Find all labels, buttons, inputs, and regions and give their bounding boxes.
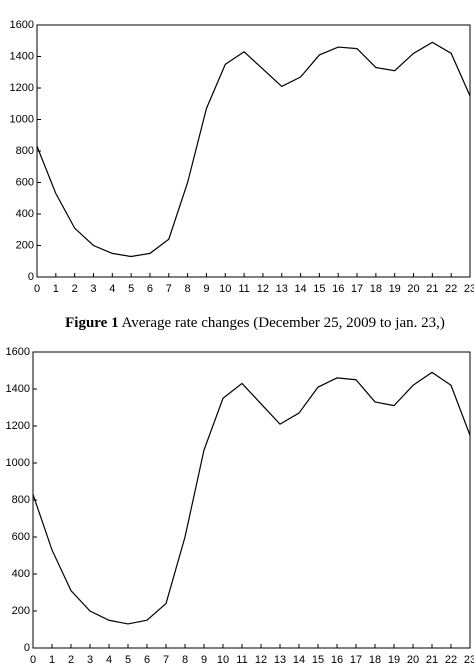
x-tick-label: 19 <box>389 283 401 295</box>
x-tick-label: 6 <box>147 283 153 295</box>
x-tick-label: 0 <box>30 654 36 665</box>
y-tick-label: 1000 <box>10 113 34 125</box>
x-tick-label: 9 <box>201 654 207 665</box>
y-tick-label: 1200 <box>10 82 34 94</box>
y-tick-label: 400 <box>16 208 34 220</box>
x-tick-label: 17 <box>351 283 363 295</box>
y-tick-label: 0 <box>28 271 34 283</box>
x-tick-label: 10 <box>219 283 231 295</box>
x-tick-label: 14 <box>294 283 306 295</box>
y-tick-label: 800 <box>16 145 34 157</box>
x-tick-label: 7 <box>166 283 172 295</box>
x-tick-label: 13 <box>274 654 286 665</box>
caption-text: Average rate changes (December 25, 2009 … <box>121 315 445 331</box>
x-tick-label: 4 <box>106 654 112 665</box>
plot-frame <box>32 351 471 649</box>
x-tick-label: 11 <box>236 654 247 665</box>
x-tick-label: 15 <box>313 283 325 295</box>
x-tick-label: 5 <box>125 654 131 665</box>
x-tick-label: 15 <box>312 654 324 665</box>
x-tick-label: 19 <box>388 654 400 665</box>
x-tick-label: 23 <box>464 283 474 295</box>
x-tick-label: 13 <box>276 283 288 295</box>
y-tick-label: 400 <box>12 568 30 580</box>
x-tick-label: 14 <box>293 654 305 665</box>
x-tick-label: 12 <box>257 283 269 295</box>
plot-frame <box>36 24 471 278</box>
y-tick-label: 600 <box>12 531 30 543</box>
x-tick-label: 10 <box>217 654 229 665</box>
y-tick-label: 1600 <box>6 346 30 358</box>
y-tick-label: 200 <box>16 239 34 251</box>
y-tick-label: 0 <box>24 642 30 654</box>
x-tick-label: 5 <box>128 283 134 295</box>
x-tick-label: 2 <box>68 654 74 665</box>
x-tick-label: 4 <box>109 283 115 295</box>
x-tick-label: 3 <box>87 654 93 665</box>
x-tick-label: 8 <box>185 283 191 295</box>
y-tick-label: 1400 <box>6 383 30 395</box>
x-tick-label: 22 <box>445 283 457 295</box>
x-tick-label: 16 <box>331 654 343 665</box>
x-tick-label: 8 <box>182 654 188 665</box>
y-tick-label: 600 <box>16 176 34 188</box>
x-tick-label: 6 <box>144 654 150 665</box>
x-tick-label: 3 <box>90 283 96 295</box>
x-tick-label: 20 <box>407 283 419 295</box>
x-tick-label: 7 <box>163 654 169 665</box>
x-tick-label: 18 <box>370 283 382 295</box>
y-tick-label: 1600 <box>10 19 34 31</box>
x-tick-label: 1 <box>53 283 59 295</box>
x-tick-label: 11 <box>238 283 249 295</box>
y-tick-label: 1400 <box>10 50 34 62</box>
x-tick-label: 1 <box>49 654 55 665</box>
caption-label: Figure 1 <box>65 315 119 331</box>
data-line <box>36 41 471 258</box>
x-tick-label: 16 <box>332 283 344 295</box>
data-line <box>32 371 471 625</box>
x-tick-label: 2 <box>72 283 78 295</box>
x-tick-label: 22 <box>445 654 457 665</box>
caption: Figure 1 Average rate changes (December … <box>60 312 450 335</box>
x-tick-label: 9 <box>203 283 209 295</box>
x-tick-label: 23 <box>464 654 474 665</box>
y-tick-label: 200 <box>12 605 30 617</box>
x-tick-label: 20 <box>407 654 419 665</box>
x-tick-label: 21 <box>426 654 438 665</box>
y-tick-label: 1000 <box>6 457 30 469</box>
y-tick-label: 800 <box>12 494 30 506</box>
x-tick-label: 17 <box>350 654 362 665</box>
x-tick-label: 21 <box>426 283 438 295</box>
x-tick-label: 0 <box>34 283 40 295</box>
y-tick-label: 1200 <box>6 420 30 432</box>
x-tick-label: 12 <box>255 654 267 665</box>
x-tick-label: 18 <box>369 654 381 665</box>
